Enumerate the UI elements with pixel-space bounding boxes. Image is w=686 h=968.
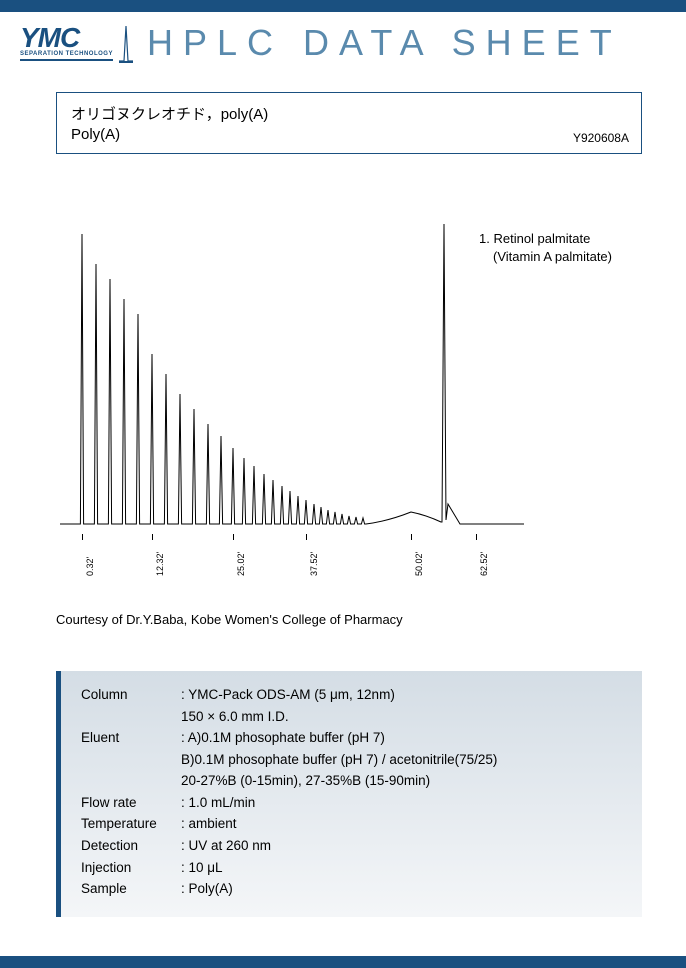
condition-value: : YMC-Pack ODS-AM (5 μm, 12nm)	[181, 685, 624, 705]
logo-subtext: SEPARATION TECHNOLOGY	[20, 51, 113, 57]
condition-value: 20-27%B (0-15min), 27-35%B (15-90min)	[181, 771, 624, 791]
page-title: HPLC DATA SHEET	[147, 22, 622, 64]
condition-row: Detection: UV at 260 nm	[81, 836, 624, 856]
chromatogram-svg	[56, 224, 526, 564]
x-tick	[411, 534, 412, 540]
x-tick-label: 25.02'	[236, 552, 246, 576]
condition-row: Flow rate: 1.0 mL/min	[81, 793, 624, 813]
x-tick-label: 37.52'	[309, 552, 319, 576]
condition-label: Injection	[81, 858, 181, 878]
condition-row: Sample: Poly(A)	[81, 879, 624, 899]
condition-label	[81, 707, 181, 727]
condition-value: : ambient	[181, 814, 624, 834]
condition-label: Flow rate	[81, 793, 181, 813]
condition-value: : 1.0 mL/min	[181, 793, 624, 813]
header: YMC SEPARATION TECHNOLOGY HPLC DATA SHEE…	[0, 12, 686, 64]
condition-label: Column	[81, 685, 181, 705]
condition-label	[81, 750, 181, 770]
condition-label: Eluent	[81, 728, 181, 748]
logo-peak-icon	[119, 23, 133, 63]
x-axis-labels: 0.32' 12.32' 25.02' 37.52' 50.02' 62.52'	[56, 534, 526, 584]
condition-row: B)0.1M phosophate buffer (pH 7) / aceton…	[81, 750, 624, 770]
condition-label: Sample	[81, 879, 181, 899]
sample-info-box: オリゴヌクレオチド，poly(A) Poly(A) Y920608A	[56, 92, 642, 154]
logo-text: YMC	[20, 25, 79, 50]
condition-row: Column: YMC-Pack ODS-AM (5 μm, 12nm)	[81, 685, 624, 705]
condition-value: : A)0.1M phosophate buffer (pH 7)	[181, 728, 624, 748]
top-accent-bar	[0, 0, 686, 12]
condition-label	[81, 771, 181, 791]
x-tick-label: 62.52'	[479, 552, 489, 576]
chromatogram-area: 1. Retinol palmitate (Vitamin A palmitat…	[56, 224, 642, 604]
condition-value: B)0.1M phosophate buffer (pH 7) / aceton…	[181, 750, 624, 770]
x-tick	[476, 534, 477, 540]
x-tick-label: 12.32'	[155, 552, 165, 576]
condition-row: Eluent: A)0.1M phosophate buffer (pH 7)	[81, 728, 624, 748]
condition-value: : UV at 260 nm	[181, 836, 624, 856]
sample-name-en: Poly(A)	[71, 126, 627, 143]
condition-value: : Poly(A)	[181, 879, 624, 899]
condition-value: 150 × 6.0 mm I.D.	[181, 707, 624, 727]
bottom-accent-bar	[0, 956, 686, 968]
x-tick-label: 50.02'	[414, 552, 424, 576]
x-tick	[306, 534, 307, 540]
condition-label: Temperature	[81, 814, 181, 834]
logo: YMC SEPARATION TECHNOLOGY	[20, 25, 113, 60]
condition-row: Temperature: ambient	[81, 814, 624, 834]
x-tick	[233, 534, 234, 540]
condition-value: : 10 μL	[181, 858, 624, 878]
sample-name-jp: オリゴヌクレオチド，poly(A)	[71, 103, 627, 124]
conditions-box: Column: YMC-Pack ODS-AM (5 μm, 12nm) 150…	[56, 671, 642, 917]
sample-code: Y920608A	[573, 131, 629, 145]
condition-row: 20-27%B (0-15min), 27-35%B (15-90min)	[81, 771, 624, 791]
x-tick-label: 0.32'	[85, 557, 95, 576]
x-tick	[82, 534, 83, 540]
condition-row: Injection: 10 μL	[81, 858, 624, 878]
condition-row: 150 × 6.0 mm I.D.	[81, 707, 624, 727]
x-tick	[152, 534, 153, 540]
courtesy-text: Courtesy of Dr.Y.Baba, Kobe Women's Coll…	[56, 612, 686, 627]
condition-label: Detection	[81, 836, 181, 856]
